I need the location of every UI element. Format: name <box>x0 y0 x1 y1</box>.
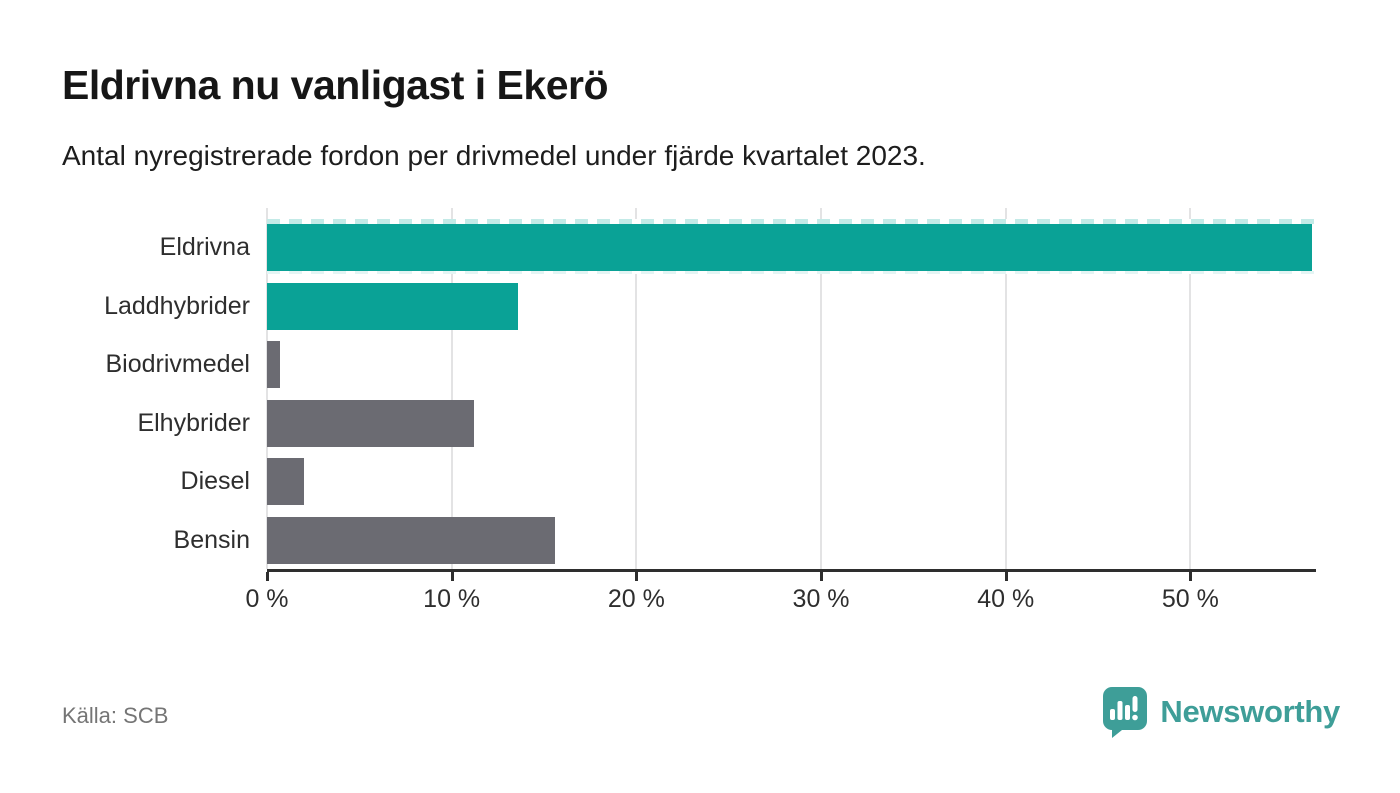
bar-biodrivmedel <box>267 341 280 388</box>
tick-label-20: 20 % <box>607 585 665 613</box>
bar-diesel <box>267 458 304 505</box>
tick-50 <box>1189 572 1193 581</box>
bar-laddhybrider <box>267 282 519 330</box>
tick-0 <box>266 572 269 581</box>
tick-label-0: 0 % <box>245 585 289 613</box>
page-title: Eldrivna nu vanligast i Ekerö <box>62 62 609 108</box>
tick-label-30: 30 % <box>792 585 850 613</box>
gridline-50 <box>1189 208 1192 569</box>
category-label-biodrivmedel: Biodrivmedel <box>105 350 250 378</box>
clipped-bar-dash-bottom <box>267 271 1316 274</box>
tick-label-10: 10 % <box>423 585 481 613</box>
category-label-eldrivna: Eldrivna <box>159 233 250 261</box>
tick-30 <box>820 572 824 581</box>
category-label-bensin: Bensin <box>173 525 250 554</box>
chart-subtitle: Antal nyregistrerade fordon per drivmede… <box>62 140 926 171</box>
category-label-diesel: Diesel <box>180 467 250 495</box>
bar-elhybrider <box>267 399 474 447</box>
bar-bensin <box>267 516 556 564</box>
tick-label-40: 40 % <box>977 585 1035 613</box>
gridline-30 <box>820 208 823 569</box>
source-caption: Källa: SCB <box>62 703 169 728</box>
gridline-10 <box>450 208 453 569</box>
x-axis-line <box>267 569 1316 572</box>
clipped-bar-dash-top <box>267 219 1316 224</box>
gridline-40 <box>1004 208 1007 569</box>
category-label-elhybrider: Elhybrider <box>137 408 250 437</box>
speech-bubble-bar-chart-icon <box>1101 686 1148 738</box>
gridline-0 <box>266 208 268 569</box>
newsworthy-branding: Newsworthy <box>1101 686 1340 738</box>
plot-area <box>266 208 1316 569</box>
tick-20 <box>635 572 639 581</box>
bar-eldrivna <box>267 224 1313 271</box>
tick-10 <box>450 572 454 581</box>
brand-name: Newsworthy <box>1160 694 1340 729</box>
tick-label-50: 50 % <box>1161 585 1219 613</box>
category-label-laddhybrider: Laddhybrider <box>104 291 250 320</box>
tick-40 <box>1004 572 1008 581</box>
gridline-20 <box>635 208 638 569</box>
